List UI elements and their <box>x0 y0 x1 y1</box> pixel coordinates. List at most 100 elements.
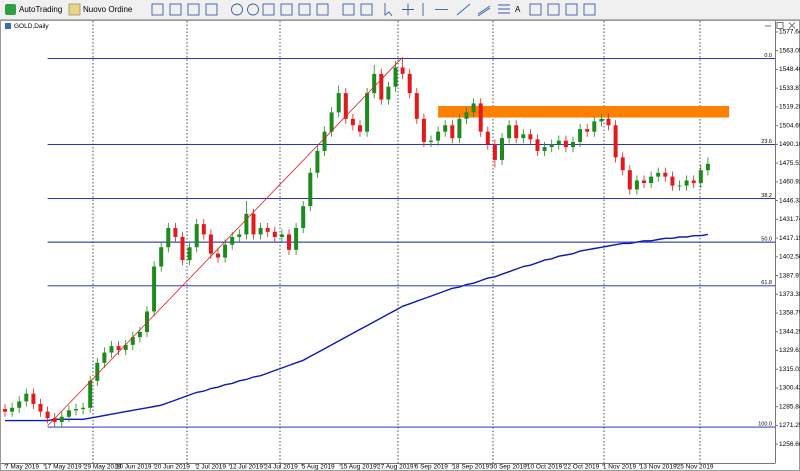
candle-body <box>358 125 362 132</box>
fibonacci-label: 50.0 <box>761 237 772 243</box>
candle-body <box>201 224 206 235</box>
x-tick-label: 10 Oct 2019 <box>527 464 563 471</box>
candle-body <box>152 266 157 312</box>
candle-body <box>208 234 213 254</box>
y-tick-label: 1373.38 <box>779 291 800 298</box>
crosshair-tool[interactable] <box>402 3 414 16</box>
bar-chart-tool[interactable] <box>151 3 164 16</box>
candle-body <box>386 86 391 100</box>
candle-body <box>223 244 228 258</box>
autotrading-button[interactable]: AutoTrading <box>19 5 62 14</box>
text-tool[interactable]: A <box>515 5 521 14</box>
candle-body <box>656 172 661 177</box>
candle-body <box>265 227 270 232</box>
candle-body <box>180 236 185 261</box>
line-chart-tool[interactable] <box>187 3 200 16</box>
autotrading-icon[interactable] <box>5 4 16 15</box>
candle-body <box>691 180 696 184</box>
indicators-tool[interactable] <box>316 3 329 16</box>
cursor-tool[interactable] <box>384 3 393 17</box>
x-tick-label: 25 Nov 2019 <box>677 464 714 471</box>
x-tick-label: 22 Oct 2019 <box>564 464 600 471</box>
arrows-tool[interactable] <box>547 3 560 16</box>
x-tick-label: 6 Sep 2019 <box>415 464 449 471</box>
x-tick-label: 10 Jun 2019 <box>116 464 152 471</box>
candle-body <box>230 236 235 245</box>
y-tick-label: 1358.79 <box>779 310 800 317</box>
candle-body <box>329 112 334 132</box>
candle-body <box>677 185 682 187</box>
candle-body <box>17 401 22 408</box>
toolbar-bg <box>0 0 800 20</box>
y-tick-label: 1300.43 <box>779 385 800 392</box>
autoscroll-tool[interactable] <box>280 3 293 16</box>
candle-body <box>606 118 611 126</box>
y-tick-label: 1563.05 <box>779 47 800 54</box>
candle-body <box>649 176 654 184</box>
close-button[interactable] <box>788 22 796 29</box>
fibo-tool[interactable] <box>498 4 510 14</box>
candle-body <box>393 67 398 87</box>
maximize-button[interactable] <box>776 22 784 29</box>
shift-tool[interactable] <box>298 3 311 16</box>
x-tick-label: 1 Nov 2019 <box>603 464 637 471</box>
candle-body <box>66 410 71 417</box>
candle-body <box>521 134 526 139</box>
fibonacci-label: 61.8 <box>761 280 772 286</box>
candle-body <box>535 139 540 151</box>
candle-chart-tool[interactable] <box>169 3 182 16</box>
candle-body <box>507 125 512 139</box>
trendline-tool[interactable] <box>456 3 471 16</box>
moving-average <box>5 233 709 422</box>
x-tick-label: 27 Aug 2019 <box>377 464 414 471</box>
candle-body <box>10 407 15 412</box>
y-tick-label: 1519.28 <box>779 104 800 111</box>
candle-body <box>457 118 462 139</box>
candle-body <box>81 407 86 410</box>
window-buttons <box>765 22 796 29</box>
candle-body <box>301 206 306 228</box>
y-tick-label: 1490.10 <box>779 141 800 148</box>
candle-body <box>24 393 29 402</box>
channel-tool[interactable] <box>477 5 491 17</box>
x-tick-label: 30 Sep 2019 <box>490 464 527 471</box>
candle-body <box>343 93 348 119</box>
candle-body <box>429 140 433 142</box>
candle-body <box>102 352 107 363</box>
template-tool[interactable] <box>205 3 218 16</box>
candle-body <box>578 129 583 142</box>
periods-tool[interactable] <box>342 3 355 16</box>
chart-caption: GOLD,Daily <box>14 23 49 30</box>
candle-body <box>443 125 448 132</box>
zoom-out-tool[interactable] <box>247 3 259 16</box>
y-tick-label: 1271.25 <box>779 422 800 429</box>
x-tick-label: 24 Jul 2019 <box>264 464 298 471</box>
candle-body <box>166 227 171 248</box>
candle-body <box>88 380 93 408</box>
shapes-tool[interactable] <box>565 3 578 16</box>
candle-body <box>620 157 625 171</box>
fibonacci-label: 100.0 <box>758 421 772 427</box>
x-tick-label: 15 Aug 2019 <box>340 464 377 471</box>
candle-body <box>436 131 441 141</box>
candle-body <box>95 362 100 381</box>
candle-body <box>400 67 405 74</box>
more-tool[interactable] <box>583 3 596 16</box>
candle-body <box>258 227 263 235</box>
candle-body <box>372 73 377 94</box>
candle-body <box>187 247 192 261</box>
tile-tool[interactable] <box>262 3 275 16</box>
new-order-button[interactable]: Nuovo Ordine <box>83 5 133 14</box>
fibonacci-label: 0.0 <box>764 53 772 59</box>
candle-body <box>322 131 327 151</box>
templates-tool[interactable] <box>360 3 373 16</box>
label-tool[interactable] <box>529 3 542 16</box>
zoom-in-tool[interactable] <box>231 3 243 16</box>
candle-body <box>216 253 220 258</box>
candle-body <box>585 129 590 132</box>
candle-body <box>137 332 142 338</box>
new-order-icon[interactable] <box>68 3 81 16</box>
y-tick-label: 1548.46 <box>779 66 800 73</box>
